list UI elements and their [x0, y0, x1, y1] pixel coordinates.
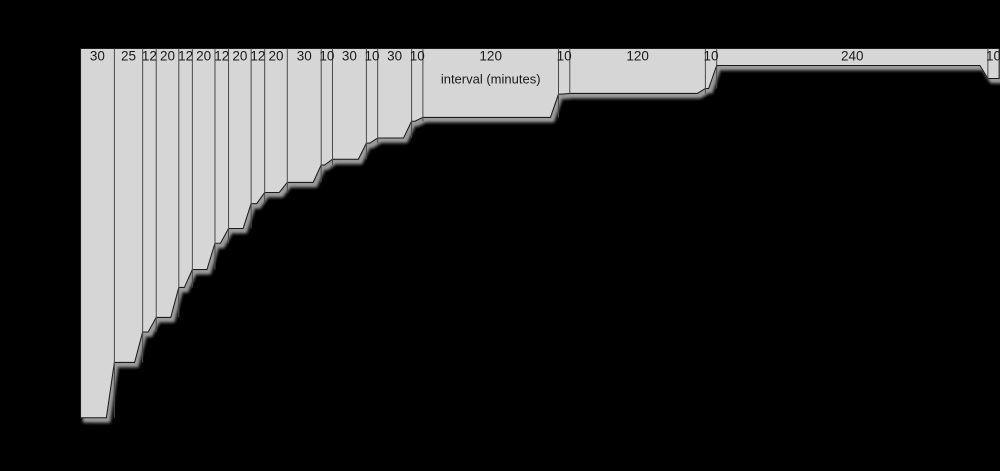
svg-text:10: 10 — [557, 49, 572, 64]
svg-text:10: 10 — [986, 49, 1000, 64]
svg-text:12: 12 — [142, 49, 157, 64]
svg-text:10: 10 — [365, 49, 380, 64]
svg-text:12: 12 — [250, 49, 265, 64]
svg-text:120: 120 — [626, 49, 649, 64]
svg-text:12: 12 — [214, 49, 229, 64]
svg-text:30: 30 — [90, 49, 105, 64]
svg-text:30: 30 — [342, 49, 357, 64]
svg-text:interval (minutes): interval (minutes) — [441, 72, 541, 87]
svg-text:10: 10 — [319, 49, 334, 64]
svg-text:10: 10 — [410, 49, 425, 64]
svg-text:120: 120 — [479, 49, 502, 64]
svg-text:12: 12 — [178, 49, 193, 64]
svg-text:20: 20 — [160, 49, 175, 64]
svg-text:240: 240 — [841, 49, 864, 64]
svg-text:30: 30 — [387, 49, 402, 64]
svg-text:20: 20 — [196, 49, 211, 64]
svg-text:20: 20 — [268, 49, 283, 64]
svg-text:30: 30 — [297, 49, 312, 64]
svg-text:20: 20 — [232, 49, 247, 64]
svg-text:25: 25 — [121, 49, 136, 64]
svg-text:10: 10 — [704, 49, 719, 64]
